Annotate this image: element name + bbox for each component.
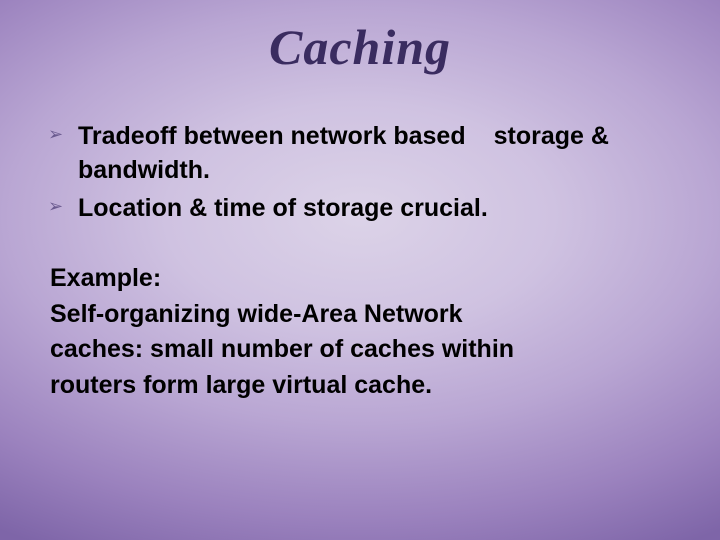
- bullet-item: ➢ Location & time of storage crucial.: [48, 192, 680, 226]
- body-text: Example: Self-organizing wide-Area Netwo…: [48, 261, 680, 403]
- bullet-item: ➢ Tradeoff between network basedstorage …: [48, 120, 680, 188]
- chevron-right-icon: ➢: [48, 194, 63, 218]
- body-line: Example:: [50, 261, 680, 297]
- slide-title: Caching: [0, 0, 720, 76]
- bullet-text-a: Location & time of storage crucial.: [78, 194, 488, 222]
- body-line: routers form large virtual cache.: [50, 368, 680, 404]
- bullet-text-a: Tradeoff between network based: [78, 122, 466, 150]
- chevron-right-icon: ➢: [48, 122, 63, 146]
- bullet-list: ➢ Tradeoff between network basedstorage …: [48, 120, 680, 225]
- body-line: caches: small number of caches within: [50, 332, 680, 368]
- body-line: Self-organizing wide-Area Network: [50, 297, 680, 333]
- slide-content: ➢ Tradeoff between network basedstorage …: [48, 120, 680, 403]
- slide: Caching ➢ Tradeoff between network based…: [0, 0, 720, 540]
